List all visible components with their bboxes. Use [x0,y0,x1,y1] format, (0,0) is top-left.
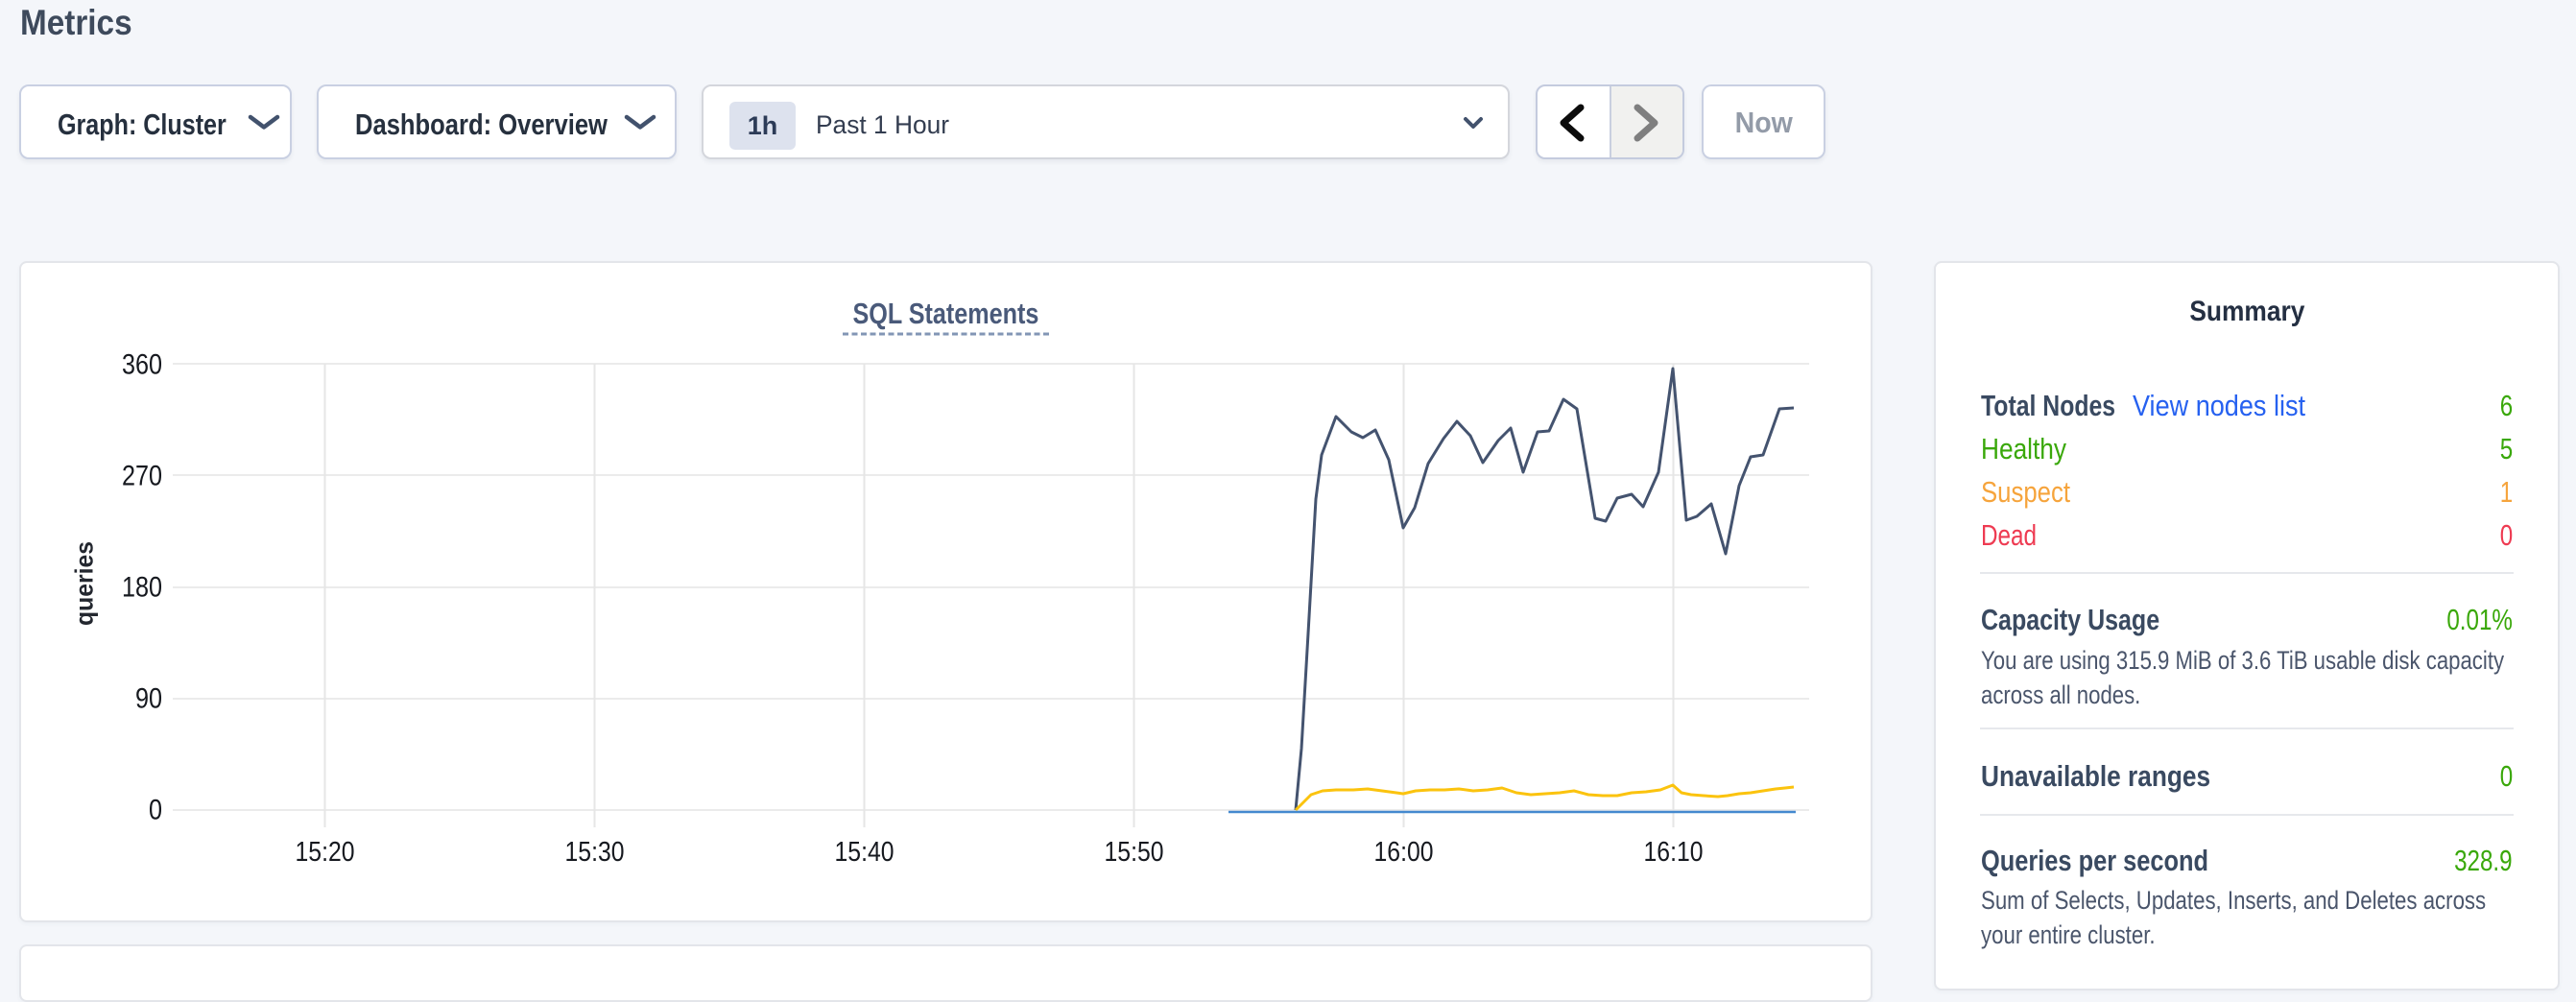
svg-text:queries: queries [71,541,99,626]
svg-text:360: 360 [122,347,162,380]
svg-text:16:00: 16:00 [1374,836,1434,867]
svg-text:0: 0 [149,793,162,825]
svg-text:15:50: 15:50 [1105,836,1164,867]
svg-text:180: 180 [122,570,162,603]
svg-text:15:30: 15:30 [565,836,625,867]
svg-text:15:40: 15:40 [835,836,894,867]
svg-text:16:10: 16:10 [1644,836,1704,867]
svg-text:270: 270 [122,459,162,491]
svg-text:90: 90 [135,681,162,714]
svg-text:15:20: 15:20 [296,836,355,867]
